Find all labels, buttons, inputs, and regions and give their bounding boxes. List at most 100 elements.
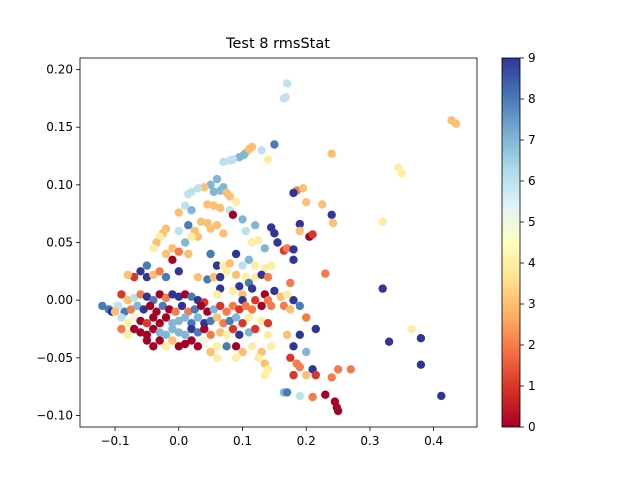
scatter-point (416, 360, 426, 369)
scatter-point (168, 336, 177, 345)
scatter-point (251, 261, 260, 270)
scatter-point (282, 388, 292, 397)
scatter-point (281, 93, 290, 102)
scatter-point (136, 328, 145, 337)
scatter-point (193, 328, 203, 337)
scatter-point (117, 313, 126, 322)
scatter-point (346, 365, 355, 374)
scatter-point (212, 221, 222, 230)
scatter-point (180, 238, 190, 247)
scatter-point (123, 296, 132, 305)
x-tick-label: −0.1 (100, 434, 129, 448)
scatter-point (212, 313, 222, 322)
scatter-point (257, 270, 266, 279)
scatter-point (238, 347, 247, 357)
scatter-point (174, 226, 183, 236)
scatter-point (142, 261, 152, 270)
scatter-point (231, 342, 241, 351)
y-tick-label: 0.00 (46, 293, 73, 307)
scatter-point (149, 342, 158, 351)
scatter-point (231, 313, 241, 322)
scatter-point (416, 334, 426, 343)
scatter-point (117, 324, 126, 334)
scatter-point (168, 290, 177, 299)
scatter-point (263, 319, 273, 328)
scatter-point (180, 290, 190, 299)
scatter-point (212, 290, 222, 299)
scatter-point (407, 324, 416, 334)
scatter-point (260, 244, 269, 253)
scatter-point (244, 255, 254, 264)
scatter-point (130, 324, 139, 334)
colorbar-tick-label: 9 (528, 51, 536, 65)
scatter-point (263, 330, 273, 339)
scatter-point (318, 200, 327, 209)
colorbar-tick-label: 3 (528, 297, 536, 311)
scatter-point (286, 353, 295, 362)
scatter-point (228, 210, 238, 219)
scatter-point (196, 217, 206, 226)
scatter-point (225, 259, 234, 268)
scatter-point (239, 150, 248, 160)
scatter-point (187, 319, 196, 328)
scatter-point (126, 305, 136, 314)
scatter-point (228, 155, 238, 164)
scatter-point (187, 336, 196, 345)
scatter-point (168, 255, 177, 264)
colorbar (501, 57, 521, 428)
scatter-point (289, 188, 298, 198)
y-tick-label: −0.10 (36, 408, 73, 422)
scatter-point (155, 319, 164, 328)
scatter-point (187, 206, 196, 215)
scatter-point (286, 278, 295, 288)
scatter-point (295, 219, 304, 229)
scatter-point (295, 391, 304, 401)
scatter-point (206, 224, 215, 233)
scatter-point (270, 140, 279, 149)
scatter-point (136, 316, 145, 326)
scatter-point (206, 316, 215, 326)
scatter-point (187, 324, 196, 334)
scatter-point (145, 301, 155, 311)
scatter-point (168, 324, 177, 334)
scatter-point (174, 342, 183, 351)
scatter-point (270, 286, 279, 296)
y-axis: −0.10 −0.05 0.00 0.05 0.10 0.15 0.20 (36, 63, 80, 422)
scatter-point (257, 316, 266, 326)
scatter-point (247, 142, 257, 151)
chart-title: Test 8 rmsStat (225, 36, 330, 52)
scatter-point (130, 272, 139, 282)
scatter-point (184, 249, 193, 259)
scatter-point (222, 307, 231, 316)
scatter-point (222, 330, 231, 339)
colorbar-tick-label: 5 (528, 215, 536, 229)
scatter-point (289, 296, 298, 305)
scatter-point (308, 230, 317, 239)
scatter-point (286, 305, 295, 314)
scatter-point (327, 210, 336, 219)
scatter-point (174, 328, 183, 337)
scatter-point (149, 270, 158, 279)
scatter-point (451, 119, 461, 128)
scatter-point (155, 267, 164, 276)
scatter-point (289, 342, 298, 351)
scatter-point (254, 353, 263, 362)
scatter-point (327, 149, 336, 158)
y-tick-label: 0.05 (46, 236, 73, 250)
scatter-point (161, 313, 171, 322)
scatter-point (161, 342, 171, 351)
scatter-point (251, 221, 260, 230)
scatter-point (333, 365, 343, 374)
scatter-point (193, 184, 203, 193)
scatter-point (130, 313, 139, 322)
scatter-point (282, 244, 292, 253)
scatter-point (161, 330, 171, 339)
x-tick-label: 0.3 (360, 434, 379, 448)
scatter-point (203, 275, 212, 284)
colorbar-tick-label: 0 (528, 420, 536, 434)
scatter-point (203, 200, 212, 209)
scatter-point (397, 169, 406, 178)
scatter-point (142, 336, 152, 345)
scatter-point (273, 238, 282, 247)
scatter-point (247, 284, 257, 293)
